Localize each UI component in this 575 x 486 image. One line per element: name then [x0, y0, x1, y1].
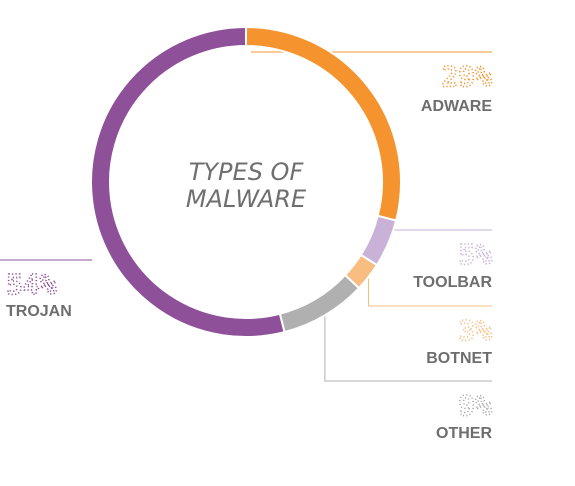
chart-title-line-1: TYPES OF	[189, 158, 305, 186]
slice-labels: 29% ADWARE 5% TOOLBAR 3% BOTNET 9% OTHER 54% TROJ…	[5, 59, 493, 442]
percent-label-trojan: 54%	[6, 268, 57, 301]
category-label-trojan: TROJAN	[6, 303, 72, 320]
percent-label-adware: 29%	[441, 60, 492, 93]
leader-line-botnet	[367, 277, 492, 307]
chart-title-line-2: MALWARE	[186, 185, 307, 213]
leader-lines	[0, 51, 492, 382]
percent-label-other: 9%	[458, 389, 492, 422]
category-label-other: OTHER	[436, 425, 492, 442]
percent-label-toolbar: 5%	[458, 238, 492, 271]
slice-other	[278, 273, 361, 334]
category-label-toolbar: TOOLBAR	[413, 274, 492, 291]
leader-line-other	[324, 315, 492, 382]
category-label-botnet: BOTNET	[426, 350, 492, 367]
slice-trojan	[90, 25, 286, 338]
donut-slices	[90, 25, 402, 338]
percent-label-botnet: 3%	[458, 314, 492, 347]
category-label-adware: ADWARE	[421, 98, 492, 115]
